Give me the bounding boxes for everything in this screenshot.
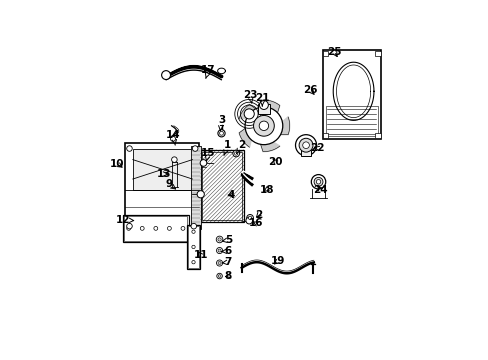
Circle shape [295, 135, 316, 156]
Circle shape [248, 216, 251, 220]
Circle shape [246, 215, 253, 221]
Bar [122, 215, 189, 242]
Circle shape [313, 177, 322, 186]
Text: 22: 22 [309, 143, 324, 153]
Text: 26: 26 [303, 85, 317, 95]
Circle shape [191, 261, 195, 264]
Circle shape [197, 191, 204, 198]
Circle shape [162, 71, 170, 80]
Bar [125, 143, 199, 232]
Bar [188, 226, 198, 268]
Bar [322, 133, 327, 138]
Text: 2: 2 [236, 140, 245, 153]
Bar [301, 150, 310, 156]
Bar [375, 51, 380, 56]
Circle shape [192, 146, 198, 151]
Text: 23: 23 [243, 90, 257, 103]
Circle shape [170, 136, 175, 141]
Polygon shape [275, 117, 289, 135]
Text: 14: 14 [166, 130, 181, 145]
Circle shape [216, 236, 223, 243]
Bar [375, 133, 380, 138]
Text: 12: 12 [116, 215, 133, 225]
Circle shape [154, 226, 158, 230]
Text: 3: 3 [218, 115, 224, 131]
Bar [124, 216, 187, 240]
Circle shape [244, 107, 282, 145]
Text: 7: 7 [222, 257, 232, 267]
Circle shape [259, 121, 268, 131]
Bar [322, 51, 327, 56]
Circle shape [126, 226, 130, 230]
Circle shape [216, 273, 222, 279]
Circle shape [200, 159, 206, 166]
Circle shape [232, 150, 239, 157]
Text: 18: 18 [259, 185, 273, 194]
Bar [322, 50, 380, 139]
Bar [191, 146, 200, 229]
Circle shape [126, 146, 132, 151]
Circle shape [171, 157, 177, 162]
Circle shape [191, 245, 195, 249]
Bar [202, 152, 242, 220]
Text: 20: 20 [268, 157, 282, 167]
Bar [200, 150, 243, 222]
Circle shape [299, 138, 312, 152]
Polygon shape [239, 126, 252, 147]
Circle shape [253, 116, 274, 136]
Circle shape [216, 247, 222, 253]
Circle shape [218, 275, 221, 278]
Text: 9: 9 [165, 179, 175, 189]
Text: 25: 25 [326, 47, 341, 57]
Text: 2: 2 [255, 210, 262, 220]
Circle shape [191, 223, 196, 229]
Text: 15: 15 [201, 148, 215, 161]
Circle shape [218, 261, 221, 265]
Circle shape [244, 109, 254, 119]
Polygon shape [259, 140, 279, 152]
Text: 13: 13 [157, 169, 171, 179]
Text: 24: 24 [312, 185, 327, 194]
Circle shape [216, 260, 222, 266]
Circle shape [259, 100, 268, 109]
Circle shape [167, 226, 171, 230]
Text: 11: 11 [193, 250, 207, 260]
Circle shape [316, 180, 320, 184]
Circle shape [311, 175, 325, 189]
Circle shape [218, 130, 224, 137]
Circle shape [140, 226, 144, 230]
Circle shape [191, 230, 195, 233]
Bar [133, 149, 192, 190]
Bar [257, 104, 269, 114]
Text: 5: 5 [222, 235, 232, 245]
Text: 1: 1 [224, 140, 231, 156]
Circle shape [219, 131, 223, 135]
Bar [186, 225, 200, 269]
Bar [325, 105, 377, 135]
Text: 17: 17 [201, 66, 215, 78]
Circle shape [126, 223, 132, 229]
Circle shape [245, 217, 252, 224]
Circle shape [218, 238, 221, 241]
Text: 6: 6 [222, 246, 232, 256]
Text: 19: 19 [270, 256, 285, 266]
Text: 8: 8 [224, 271, 232, 281]
Text: 10: 10 [109, 159, 124, 169]
Polygon shape [263, 100, 279, 117]
Polygon shape [239, 104, 259, 119]
Text: 16: 16 [248, 219, 263, 228]
Text: 21: 21 [254, 93, 269, 106]
Text: 4: 4 [227, 190, 234, 200]
Circle shape [181, 226, 184, 230]
Circle shape [218, 249, 221, 252]
Circle shape [302, 142, 309, 149]
Circle shape [234, 152, 237, 155]
